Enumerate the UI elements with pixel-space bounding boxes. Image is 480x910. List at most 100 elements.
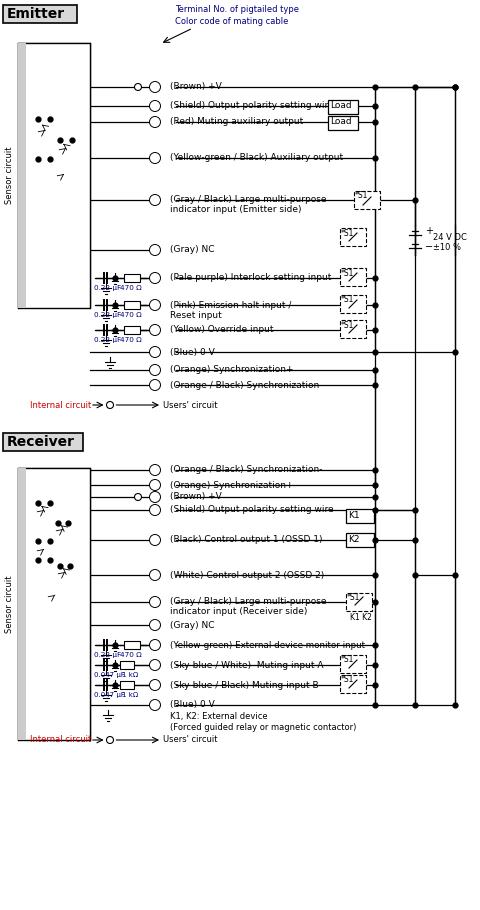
Circle shape	[149, 347, 160, 358]
Text: +: +	[425, 226, 433, 236]
Text: (Orange) Synchronization+: (Orange) Synchronization+	[170, 480, 293, 490]
Circle shape	[149, 379, 160, 390]
Circle shape	[149, 596, 160, 608]
Text: (Shield) Output polarity setting wire: (Shield) Output polarity setting wire	[170, 505, 334, 514]
Text: (White) Control output 2 (OSSD 2): (White) Control output 2 (OSSD 2)	[170, 571, 324, 580]
Text: (Orange / Black) Synchronization-: (Orange / Black) Synchronization-	[170, 380, 323, 389]
Bar	[346, 509, 374, 523]
Text: 0.22 μF: 0.22 μF	[94, 285, 121, 291]
Bar	[18, 43, 90, 308]
Text: 5: 5	[153, 482, 157, 488]
Text: Sensor circuit: Sensor circuit	[5, 147, 14, 204]
Text: 1 kΩ: 1 kΩ	[122, 672, 138, 678]
Text: *S1: *S1	[341, 268, 354, 278]
Bar	[340, 268, 366, 286]
Circle shape	[149, 195, 160, 206]
Circle shape	[149, 504, 160, 515]
Text: −: −	[425, 242, 433, 252]
Circle shape	[149, 325, 160, 336]
Text: 10: 10	[151, 197, 159, 203]
Text: (Gray) NC: (Gray) NC	[170, 246, 215, 255]
Text: (Forced guided relay or magnetic contactor): (Forced guided relay or magnetic contact…	[170, 723, 356, 732]
Circle shape	[134, 84, 142, 90]
Text: (Brown) +V: (Brown) +V	[170, 83, 222, 92]
Bar	[346, 533, 374, 547]
Circle shape	[149, 299, 160, 310]
Text: 9: 9	[153, 622, 157, 628]
Text: Internal circuit: Internal circuit	[30, 735, 91, 744]
Text: *S1: *S1	[341, 320, 354, 329]
Text: Receiver: Receiver	[7, 435, 75, 449]
Text: (Black) Control output 1 (OSSD 1): (Black) Control output 1 (OSSD 1)	[170, 535, 323, 544]
Text: *S1: *S1	[341, 655, 354, 664]
Bar	[124, 301, 140, 309]
Text: (Gray) NC: (Gray) NC	[170, 621, 215, 630]
Text: (Blue) 0 V: (Blue) 0 V	[170, 701, 215, 710]
Text: 3: 3	[153, 537, 157, 543]
Circle shape	[149, 680, 160, 691]
Text: Load: Load	[330, 102, 352, 110]
Text: 0.047 μF: 0.047 μF	[94, 672, 125, 678]
Text: *S1: *S1	[347, 593, 360, 602]
Bar	[340, 320, 366, 338]
Circle shape	[149, 116, 160, 127]
Text: K1, K2: External device: K1, K2: External device	[170, 713, 268, 722]
Text: (Yellow-green) External device monitor input: (Yellow-green) External device monitor i…	[170, 641, 365, 650]
Text: 1 kΩ: 1 kΩ	[122, 692, 138, 698]
Text: (Sky-blue / Black) Muting input B: (Sky-blue / Black) Muting input B	[170, 681, 319, 690]
Text: *S1: *S1	[341, 228, 354, 238]
Text: 6: 6	[153, 382, 157, 388]
Circle shape	[149, 464, 160, 476]
Text: 1: 1	[153, 275, 157, 281]
Bar	[328, 100, 358, 114]
Text: Terminal No. of pigtailed type: Terminal No. of pigtailed type	[175, 5, 299, 15]
Bar	[120, 661, 134, 669]
Bar	[340, 675, 366, 693]
Circle shape	[134, 493, 142, 501]
Bar	[346, 593, 372, 611]
Text: (Brown) +V: (Brown) +V	[170, 492, 222, 501]
Text: *S1: *S1	[341, 675, 354, 684]
Text: Load: Load	[330, 117, 352, 126]
Bar	[18, 468, 26, 740]
Text: 3: 3	[153, 302, 157, 308]
Circle shape	[149, 365, 160, 376]
Circle shape	[149, 700, 160, 711]
Bar	[328, 116, 358, 130]
Text: 24 V DC: 24 V DC	[433, 232, 467, 241]
Text: 470 Ω: 470 Ω	[120, 312, 142, 318]
Text: 6: 6	[153, 467, 157, 473]
Text: 10: 10	[151, 599, 159, 605]
Bar	[354, 191, 380, 209]
Text: (Sky-blue / White)  Muting input A: (Sky-blue / White) Muting input A	[170, 661, 324, 670]
Circle shape	[149, 100, 160, 112]
Text: 11: 11	[151, 662, 159, 668]
Circle shape	[107, 401, 113, 409]
Text: 2: 2	[153, 494, 157, 500]
Text: 470 Ω: 470 Ω	[120, 652, 142, 658]
Circle shape	[149, 491, 160, 502]
Text: (Orange) Synchronization+: (Orange) Synchronization+	[170, 366, 293, 375]
Text: 2: 2	[153, 84, 157, 90]
Bar	[18, 468, 90, 740]
Text: Sensor circuit: Sensor circuit	[5, 575, 14, 632]
Circle shape	[149, 534, 160, 545]
Text: 7: 7	[153, 349, 157, 355]
Bar	[3, 5, 77, 23]
Text: (Blue) 0 V: (Blue) 0 V	[170, 348, 215, 357]
Bar	[124, 274, 140, 282]
Text: indicator input (Receiver side): indicator input (Receiver side)	[170, 608, 307, 616]
Text: (Gray / Black) Large multi-purpose: (Gray / Black) Large multi-purpose	[170, 598, 326, 606]
Circle shape	[149, 480, 160, 490]
Bar	[120, 681, 134, 689]
Circle shape	[149, 640, 160, 651]
Bar	[124, 326, 140, 334]
Text: K1: K1	[348, 511, 360, 521]
Bar	[124, 641, 140, 649]
Text: K1 K2: K1 K2	[350, 612, 372, 622]
Text: (Shield) Output polarity setting wire: (Shield) Output polarity setting wire	[170, 102, 334, 110]
Text: 5: 5	[153, 367, 157, 373]
Text: indicator input (Emitter side): indicator input (Emitter side)	[170, 206, 301, 215]
Text: 1: 1	[153, 572, 157, 578]
Text: Color code of mating cable: Color code of mating cable	[175, 16, 288, 25]
